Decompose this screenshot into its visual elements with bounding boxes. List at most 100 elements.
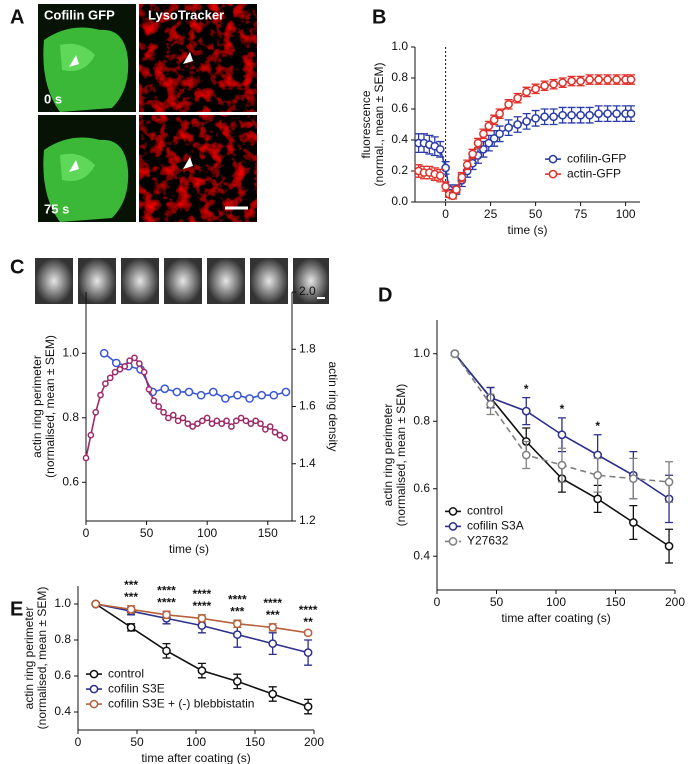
marker (468, 149, 477, 159)
marker (131, 354, 138, 362)
marker (549, 79, 558, 89)
marker (268, 639, 278, 648)
marker (626, 75, 636, 84)
significance: **** (193, 587, 212, 601)
x-tick-label: 50 (490, 595, 504, 609)
x-tick-label: 0 (75, 735, 82, 749)
marker (233, 390, 242, 400)
marker (194, 420, 201, 428)
marker (92, 408, 100, 416)
marker (218, 420, 226, 428)
x-tick-label: 25 (484, 207, 498, 221)
marker (203, 414, 211, 422)
y-tick-label: 1.0 (413, 346, 430, 360)
marker (184, 387, 194, 397)
marker (629, 474, 638, 483)
marker (594, 75, 603, 84)
marker (513, 120, 522, 129)
x-tick-label: 150 (245, 735, 265, 749)
marker (126, 605, 136, 614)
y2-tick-label: 1.8 (299, 341, 316, 355)
y-tick-label: 0.6 (54, 668, 71, 682)
marker (223, 417, 230, 425)
image-title: LysoTracker (148, 7, 224, 22)
x-axis-title: time (s) (169, 542, 209, 556)
y2-tick-label: 1.4 (299, 456, 316, 470)
marker (160, 384, 170, 394)
significance: **** (157, 583, 176, 597)
y2-tick-label: 1.2 (299, 513, 316, 527)
y-tick-label: 0.2 (391, 163, 408, 177)
cell (60, 43, 95, 71)
marker (268, 623, 278, 632)
marker (435, 171, 445, 180)
y-tick-label: 0.6 (62, 474, 79, 488)
marker (252, 417, 259, 425)
marker (257, 420, 264, 428)
y-tick-label: 0.6 (391, 101, 408, 115)
legend-label: control (108, 666, 144, 680)
marker (603, 75, 612, 84)
significance: **** (193, 599, 212, 613)
marker (576, 110, 585, 120)
marker (106, 374, 114, 382)
marker (126, 357, 133, 365)
panel-a: A Cofilin GFP LysoTracker 0 s 75 s (10, 4, 257, 222)
marker (593, 450, 603, 460)
marker (257, 390, 267, 400)
marker (558, 110, 567, 120)
marker (626, 109, 636, 119)
x-tick-label: 200 (304, 735, 324, 749)
legend-swatch (89, 699, 99, 709)
marker (232, 630, 242, 639)
image (139, 4, 257, 112)
significance: * (595, 419, 600, 433)
x-tick-label: 200 (665, 595, 685, 609)
y-tick-label: 1.0 (391, 39, 408, 53)
marker (121, 363, 129, 370)
marker (504, 100, 513, 109)
marker (612, 75, 621, 84)
legend-swatch (448, 507, 458, 516)
image (207, 258, 245, 304)
marker (489, 115, 499, 125)
image-title: Cofilin GFP (44, 7, 115, 22)
x-tick-label: 100 (546, 595, 566, 609)
legend-label: actin-GFP (567, 166, 621, 180)
marker (576, 76, 585, 86)
marker (82, 454, 90, 462)
y-axis-title: actin ring perimeter (22, 607, 36, 710)
marker (585, 110, 594, 120)
marker (208, 387, 218, 397)
y-axis-title: (normalised, mean ± SEM) (394, 384, 408, 527)
y-tick-label: 0.4 (413, 548, 430, 562)
marker (495, 129, 504, 139)
marker (567, 76, 576, 86)
marker (276, 431, 284, 439)
panel-label: E (10, 598, 23, 620)
marker (522, 117, 531, 126)
y-axis-title: (normalised, mean ± SEM) (35, 587, 49, 730)
marker (247, 420, 255, 428)
marker (479, 129, 488, 139)
marker (473, 138, 483, 148)
y-tick-label: 0.8 (62, 410, 79, 424)
marker (612, 109, 621, 119)
marker (155, 403, 163, 410)
marker (522, 87, 531, 97)
image (164, 258, 202, 304)
x-tick-label: 0 (434, 595, 441, 609)
marker (558, 78, 567, 88)
marker (567, 110, 576, 120)
marker (281, 387, 291, 397)
legend-swatch (89, 684, 99, 694)
time-label: 75 s (44, 201, 69, 216)
marker (484, 121, 494, 131)
significance: *** (124, 590, 138, 604)
marker (531, 84, 540, 94)
x-tick-label: 150 (258, 526, 278, 540)
significance: ** (303, 615, 313, 629)
y-tick-label: 0.6 (413, 481, 430, 495)
panel-label: A (10, 6, 24, 28)
y-tick-label: 0.0 (391, 194, 408, 208)
